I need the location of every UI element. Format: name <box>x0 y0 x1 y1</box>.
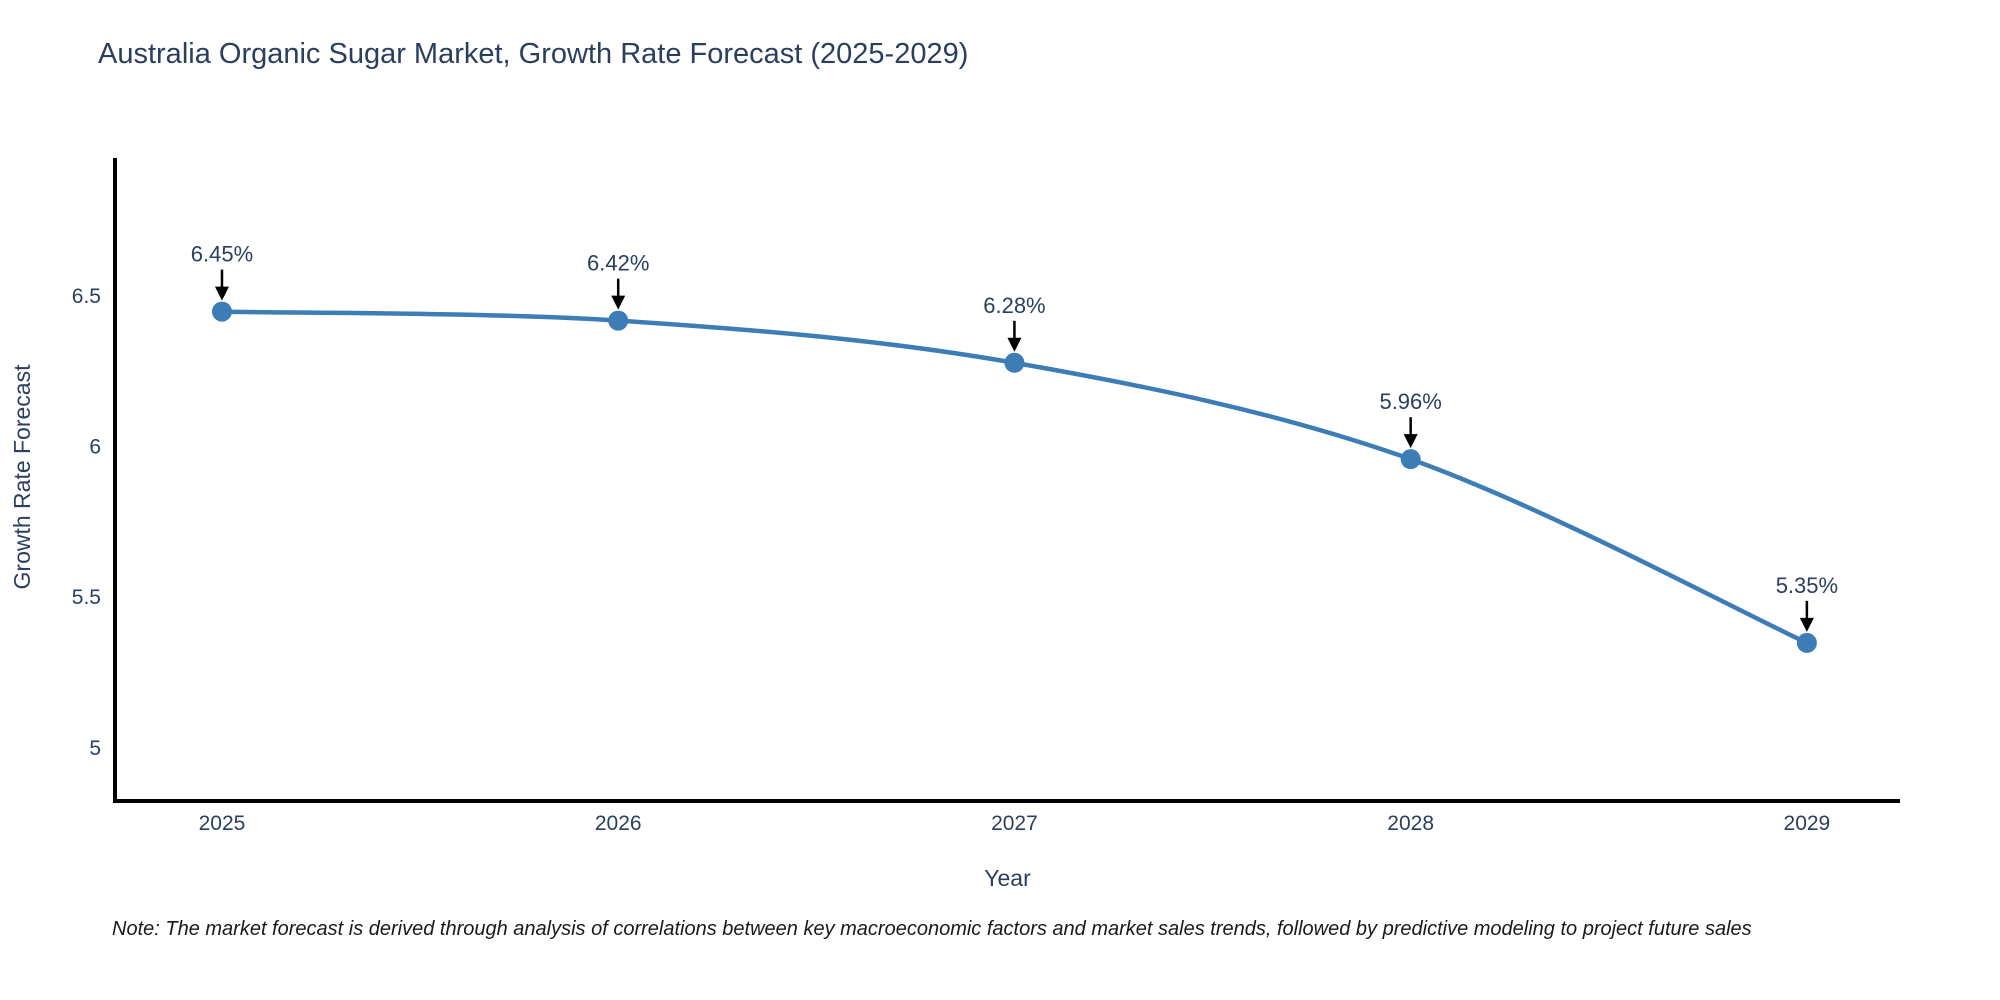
x-tick-label: 2028 <box>1387 812 1434 835</box>
y-tick-label: 6.5 <box>72 285 101 308</box>
down-arrow-icon <box>611 295 626 310</box>
data-point-2025[interactable] <box>211 301 232 322</box>
y-axis-title: Growth Rate Forecast <box>9 364 35 590</box>
data-label: 6.42% <box>587 251 649 276</box>
y-tick-label: 6 <box>89 436 101 459</box>
data-point-2027[interactable] <box>1004 352 1025 373</box>
x-tick-label: 2025 <box>199 812 246 835</box>
down-arrow-icon <box>214 286 229 301</box>
data-point-2029[interactable] <box>1796 632 1817 653</box>
data-label: 6.28% <box>983 293 1045 318</box>
data-label: 6.45% <box>191 242 253 267</box>
down-arrow-icon <box>1403 434 1418 449</box>
x-tick-label: 2027 <box>991 812 1038 835</box>
x-axis-title: Year <box>984 865 1031 891</box>
data-label: 5.96% <box>1379 389 1441 414</box>
x-tick-label: 2026 <box>595 812 642 835</box>
data-point-2028[interactable] <box>1400 449 1421 470</box>
y-tick-label: 5 <box>89 737 101 760</box>
data-point-2026[interactable] <box>608 310 629 331</box>
down-arrow-icon <box>1007 337 1022 352</box>
down-arrow-icon <box>1799 617 1814 632</box>
x-tick-label: 2029 <box>1784 812 1831 835</box>
footnote: Note: The market forecast is derived thr… <box>112 918 1752 940</box>
data-label: 5.35% <box>1776 573 1838 598</box>
chart-title: Australia Organic Sugar Market, Growth R… <box>98 38 969 70</box>
y-tick-label: 5.5 <box>72 586 101 609</box>
